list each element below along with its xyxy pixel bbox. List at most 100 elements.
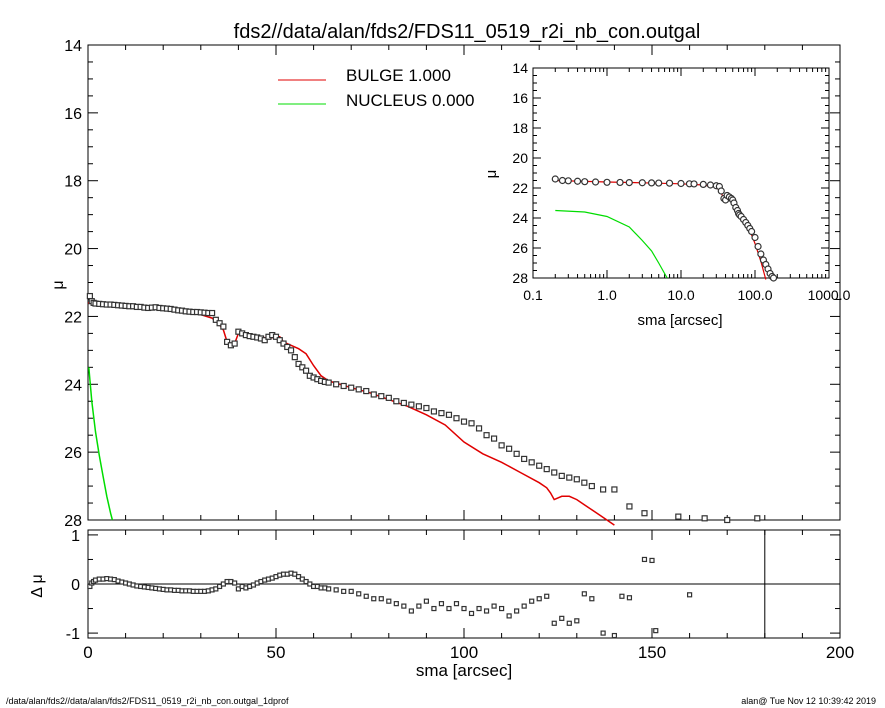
legend-nucleus-label: NUCLEUS 0.000 xyxy=(346,91,475,110)
residual-data-point xyxy=(326,586,332,592)
main-data-point xyxy=(340,382,347,390)
main-data-point xyxy=(385,394,392,401)
main-data-point xyxy=(280,340,287,347)
residual-data-point xyxy=(514,608,520,614)
residual-data-point xyxy=(423,598,429,604)
inset-data-point xyxy=(551,175,559,183)
main-data-point xyxy=(468,420,475,427)
residual-data-point xyxy=(611,632,618,639)
main-y-tick-label: 18 xyxy=(64,174,82,191)
inset-data-point xyxy=(665,179,674,187)
residual-x-tick-label: 0 xyxy=(83,643,92,662)
main-data-point xyxy=(363,387,370,395)
main-data-point xyxy=(581,479,588,486)
main-data-point xyxy=(378,393,385,400)
residual-data-point xyxy=(499,605,505,612)
main-data-point xyxy=(573,476,580,483)
inset-x-label: sma [arcsec] xyxy=(637,312,722,329)
residual-data-point xyxy=(649,557,655,564)
residual-data-point xyxy=(232,580,238,586)
residual-data-points xyxy=(87,556,693,639)
main-data-point xyxy=(536,462,543,469)
inset-data-point xyxy=(706,181,715,189)
main-data-point xyxy=(400,399,407,407)
legend-bulge-label: BULGE 1.000 xyxy=(346,66,451,85)
inset-data-point xyxy=(757,250,765,258)
residual-data-point xyxy=(356,591,362,597)
main-data-point xyxy=(626,503,633,510)
inset-data-point xyxy=(558,176,567,185)
residual-data-point xyxy=(626,595,633,601)
inset-panel: 14 16 18 20 22 24 26 28 0.1 1.0 10.0 100.0 1000.0 μ… xyxy=(483,60,851,329)
residual-panel: 10-1 0 50 100 150 200 Δ μ sma [arcsec] xyxy=(29,528,854,680)
legend: BULGE 1.000 NUCLEUS 0.000 xyxy=(278,66,475,110)
inset-data-point xyxy=(699,180,707,188)
residual-data-point xyxy=(438,601,445,607)
inset-data-point xyxy=(748,227,756,236)
residual-data-point xyxy=(431,605,437,612)
main-data-point xyxy=(724,516,731,524)
residual-x-tick-label: 200 xyxy=(826,643,854,662)
residual-data-point xyxy=(378,596,384,602)
main-data-point xyxy=(701,515,708,522)
inset-data-point xyxy=(754,242,762,251)
main-data-point xyxy=(543,466,550,473)
residual-data-point xyxy=(348,588,354,594)
main-data-point xyxy=(284,343,291,351)
inset-data-point xyxy=(581,178,589,186)
residual-data-point xyxy=(408,608,414,614)
main-data-point xyxy=(333,381,340,388)
residual-data-point xyxy=(461,605,467,612)
main-data-point xyxy=(287,347,295,354)
main-data-point xyxy=(754,515,761,522)
main-data-point xyxy=(408,401,415,408)
residual-data-point xyxy=(653,628,659,634)
main-data-point xyxy=(325,379,332,386)
residual-x-ticks: 0 50 100 150 200 xyxy=(83,530,854,662)
nucleus-model-line xyxy=(88,367,114,521)
residual-data-point xyxy=(333,587,339,593)
residual-data-point xyxy=(551,620,557,626)
main-y-ticks: 14 16 18 20 22 24 26 28 xyxy=(64,38,840,530)
residual-x-tick-label: 50 xyxy=(267,643,286,662)
residual-data-point xyxy=(446,605,452,612)
main-panel: 14 16 18 20 22 24 26 28 μ BULGE 1.000 NUCLEUS 0… xyxy=(50,38,841,530)
main-data-point xyxy=(348,384,355,391)
main-data-point xyxy=(551,469,558,476)
main-data-point xyxy=(295,360,302,368)
inset-y-ticks: 14 16 18 20 22 24 26 28 xyxy=(512,60,829,286)
residual-x-tick-label: 150 xyxy=(638,643,666,662)
main-data-point xyxy=(216,320,223,327)
main-data-point xyxy=(490,435,498,442)
main-data-point xyxy=(276,337,283,344)
main-data-point xyxy=(600,486,607,493)
inset-data-point xyxy=(677,179,685,188)
main-data-point xyxy=(86,292,93,300)
residual-data-point xyxy=(416,603,422,609)
main-data-point xyxy=(415,403,422,410)
main-data-point xyxy=(272,333,280,340)
main-y-tick-label: 22 xyxy=(64,309,82,326)
inset-y-tick-label: 18 xyxy=(512,120,528,136)
main-data-point xyxy=(231,340,238,347)
inset-y-tick-label: 16 xyxy=(512,90,528,106)
inset-x-tick-label: 0.1 xyxy=(523,287,543,303)
inset-y-tick-label: 20 xyxy=(512,150,528,166)
inset-y-tick-label: 26 xyxy=(512,240,528,256)
residual-y-ticks: 1 0 -1 xyxy=(66,528,840,643)
inset-background xyxy=(533,68,829,278)
bulge-model-line xyxy=(87,302,615,526)
main-data-point xyxy=(483,432,490,439)
residual-y-tick-label: 1 xyxy=(71,528,80,545)
residual-data-point xyxy=(386,598,392,604)
residual-data-point xyxy=(536,596,542,602)
inset-data-point xyxy=(625,179,633,187)
residual-data-point xyxy=(506,613,512,619)
footer-file-path: /data/alan/fds2//data/alan/fds2/FDS11_05… xyxy=(6,696,289,706)
footer-timestamp: alan@ Tue Nov 12 10:39:42 2019 xyxy=(741,696,876,706)
main-data-point xyxy=(506,445,513,452)
residual-y-tick-label: -1 xyxy=(66,626,80,643)
residual-data-point xyxy=(581,591,587,597)
residual-data-point xyxy=(600,630,606,636)
inset-data-points xyxy=(551,175,778,282)
